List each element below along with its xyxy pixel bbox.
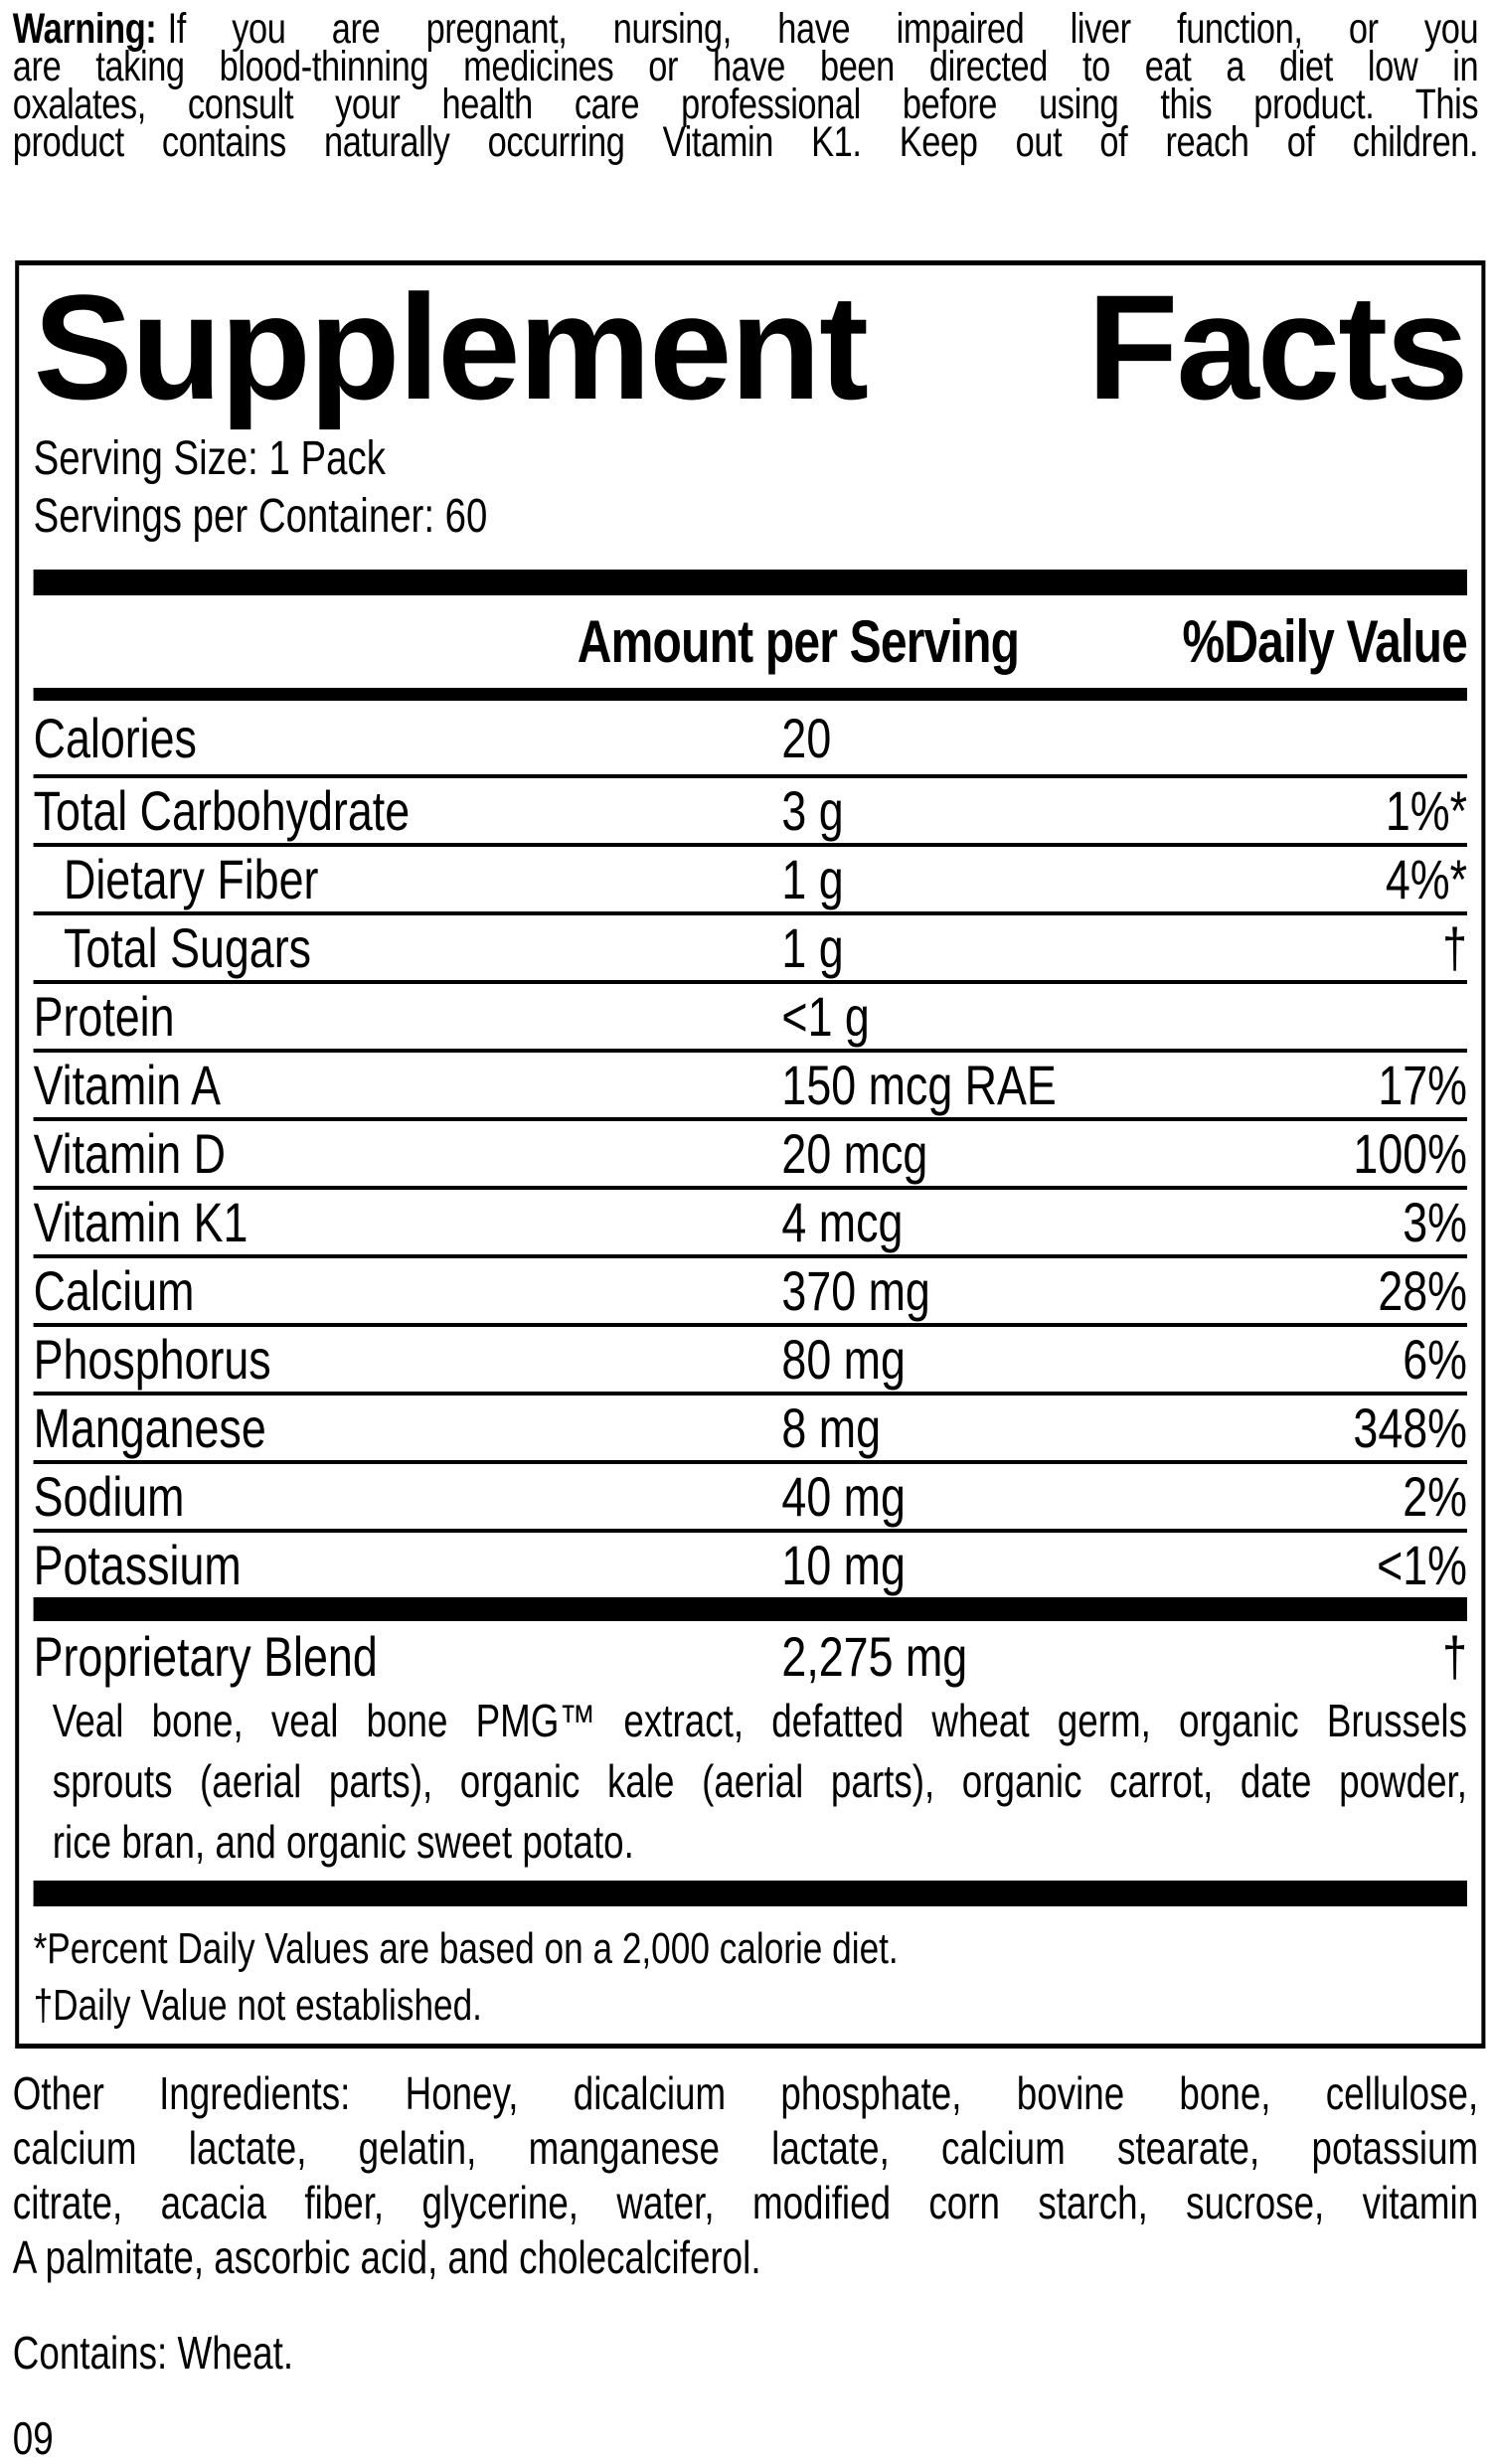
serving-info: Serving Size: 1 Pack Servings per Contai… (34, 430, 1467, 546)
column-header-amount: Amount per Serving (577, 608, 1020, 675)
blend-description: Veal bone, veal bone PMG™ extract, defat… (34, 1691, 1467, 1873)
nutrient-row: Sodium 40 mg 2% (33, 1460, 1468, 1529)
footnote-percent-dv: *Percent Daily Values are based on a 2,0… (33, 1924, 899, 1973)
nutrient-name: Vitamin D (33, 1122, 226, 1185)
blend-line: sprouts (aerial parts), organic kale (ae… (52, 1755, 1467, 1807)
nutrient-row: Calories 20 (34, 701, 1467, 774)
nutrient-row: Vitamin A 150 mcg RAE 17% (33, 1049, 1468, 1117)
nutrient-name: Proprietary Blend (33, 1624, 378, 1688)
nutrient-daily-value: 4%* (1385, 848, 1467, 910)
other-ingredients-line: citrate, acacia fiber, glycerine, water,… (12, 2177, 1479, 2228)
nutrient-amount: 40 mg (781, 1465, 906, 1528)
nutrient-daily-value: 1%* (1385, 779, 1467, 842)
nutrient-name: Dietary Fiber (64, 848, 319, 910)
warning-line: oxalates, consult your health care profe… (12, 81, 1479, 128)
medium-rule (33, 688, 1468, 701)
warning-line: product contains naturally occurring Vit… (12, 118, 1479, 166)
nutrient-row: Total Carbohydrate 3 g 1%* (33, 774, 1468, 843)
nutrient-amount: 20 mcg (781, 1122, 928, 1185)
nutrient-name: Manganese (33, 1396, 266, 1459)
blend-line: rice bran, and organic sweet potato. (52, 1816, 634, 1868)
thick-rule (33, 570, 1468, 595)
column-header-row: Amount per Serving %Daily Value (34, 595, 1468, 688)
nutrient-daily-value: 348% (1353, 1396, 1467, 1459)
nutrient-name: Total Carbohydrate (33, 779, 411, 842)
column-header-daily-value: %Daily Value (1182, 608, 1467, 675)
nutrient-amount: 3 g (781, 779, 844, 842)
nutrient-row: Dietary Fiber 1 g 4%* (33, 843, 1468, 911)
footnotes: *Percent Daily Values are based on a 2,0… (34, 1920, 1467, 2034)
nutrient-name: Potassium (33, 1534, 242, 1596)
warning-line: are taking blood-thinning medicines or h… (12, 43, 1479, 90)
nutrient-row: Phosphorus 80 mg 6% (33, 1323, 1468, 1392)
nutrient-daily-value: 100% (1353, 1122, 1467, 1185)
servings-per-container: Servings per Container: 60 (33, 490, 488, 543)
nutrient-daily-value: † (1442, 916, 1467, 979)
nutrient-amount: 1 g (781, 848, 844, 910)
thick-rule (33, 1597, 1468, 1621)
nutrient-row: Vitamin D 20 mcg 100% (33, 1117, 1468, 1186)
thick-rule (33, 1881, 1468, 1906)
nutrient-row: Vitamin K1 4 mcg 3% (33, 1186, 1468, 1254)
nutrient-name: Total Sugars (64, 916, 312, 979)
nutrient-amount: 20 (781, 706, 832, 769)
nutrient-amount: <1 g (781, 985, 870, 1048)
nutrient-daily-value: 17% (1378, 1054, 1467, 1116)
nutrient-daily-value: <1% (1377, 1534, 1467, 1596)
warning-line-text: If you are pregnant, nursing, have impai… (167, 5, 1479, 53)
other-ingredients-line: calcium lactate, gelatin, manganese lact… (12, 2122, 1479, 2174)
nutrient-amount: 80 mg (781, 1328, 906, 1391)
nutrient-amount: 370 mg (781, 1259, 930, 1322)
nutrient-amount: 10 mg (781, 1534, 906, 1596)
supplement-label-page: Warning: If you are pregnant, nursing, ha… (0, 8, 1491, 2464)
other-ingredients-line: A palmitate, ascorbic acid, and cholecal… (12, 2231, 761, 2283)
nutrient-daily-value: 3% (1403, 1191, 1467, 1253)
other-ingredients-line: Other Ingredients: Honey, dicalcium phos… (12, 2067, 1479, 2119)
nutrient-name: Sodium (33, 1465, 185, 1528)
nutrient-amount: 150 mcg RAE (781, 1054, 1057, 1116)
nutrient-name: Calcium (33, 1259, 195, 1322)
panel-title-word-right: Facts (1086, 263, 1469, 430)
nutrient-name: Vitamin A (33, 1054, 222, 1116)
nutrient-row: Protein <1 g (33, 980, 1468, 1049)
nutrient-row: Potassium 10 mg <1% (33, 1529, 1468, 1597)
nutrient-daily-value: 28% (1378, 1259, 1467, 1322)
nutrient-row: Manganese 8 mg 348% (33, 1392, 1468, 1460)
label-code: 09 (12, 2412, 54, 2464)
warning-text: Warning: If you are pregnant, nursing, ha… (12, 8, 1479, 166)
panel-title-word-left: Supplement (33, 263, 869, 430)
other-ingredients: Other Ingredients: Honey, dicalcium phos… (13, 2066, 1478, 2285)
nutrient-amount: 2,275 mg (781, 1624, 968, 1688)
nutrient-name: Phosphorus (33, 1328, 271, 1391)
nutrient-daily-value: † (1442, 1624, 1467, 1688)
panel-title: Supplement Facts (33, 263, 1469, 430)
nutrient-daily-value: 2% (1403, 1465, 1467, 1528)
footnote-dagger: †Daily Value not established. (33, 1981, 482, 2030)
supplement-facts-panel: Supplement Facts Serving Size: 1 Pack Se… (15, 260, 1486, 2049)
nutrient-name: Vitamin K1 (33, 1191, 248, 1253)
nutrient-amount: 8 mg (781, 1396, 881, 1459)
nutrient-rows: Calories 20 Total Carbohydrate 3 g 1%* Dietar… (33, 701, 1468, 1597)
nutrient-row: Calcium 370 mg 28% (33, 1254, 1468, 1323)
nutrient-amount: 4 mcg (781, 1191, 904, 1253)
nutrient-daily-value: 6% (1403, 1328, 1467, 1391)
warning-label: Warning: (12, 5, 157, 53)
nutrient-name: Calories (33, 706, 197, 769)
nutrient-amount: 1 g (781, 916, 844, 979)
allergen-statement: Contains: Wheat. (12, 2327, 294, 2379)
warning-line: Warning: If you are pregnant, nursing, ha… (13, 8, 1479, 51)
nutrient-row: Total Sugars 1 g † (33, 911, 1468, 980)
proprietary-blend-row: Proprietary Blend 2,275 mg † (34, 1621, 1467, 1691)
nutrient-name: Protein (33, 985, 175, 1048)
serving-size: Serving Size: 1 Pack (33, 432, 386, 485)
blend-line: Veal bone, veal bone PMG™ extract, defat… (52, 1695, 1467, 1746)
